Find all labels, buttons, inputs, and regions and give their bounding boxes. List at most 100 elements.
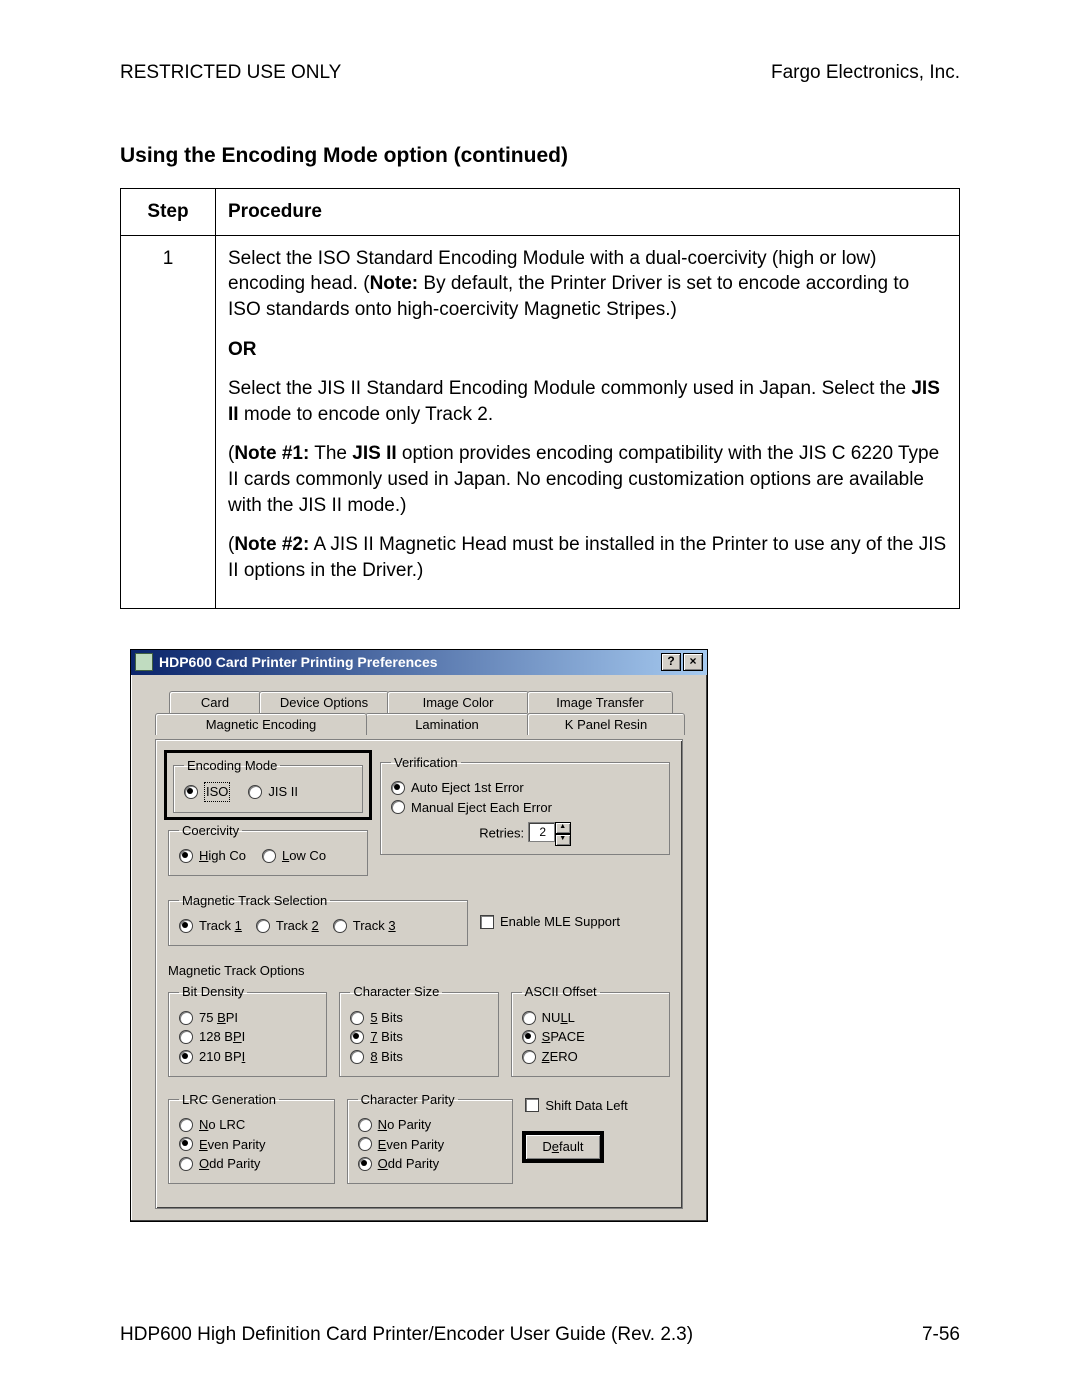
label: ERO	[550, 1049, 578, 1064]
radio-manual-eject[interactable]: Manual Eject Each Error	[391, 799, 659, 817]
label: PI	[226, 1010, 238, 1025]
checkbox-icon	[480, 915, 494, 929]
label-u: 2	[312, 918, 319, 933]
radio-dot-icon	[179, 1157, 193, 1171]
preferences-dialog: HDP600 Card Printer Printing Preferences…	[130, 649, 708, 1222]
radio-dot-icon	[179, 1050, 193, 1064]
label: L	[568, 1010, 575, 1025]
radio-track1[interactable]: Track 1	[179, 917, 242, 935]
default-button[interactable]: Default	[525, 1134, 600, 1160]
label: o LRC	[208, 1117, 245, 1132]
radio-210bpi[interactable]: 210 BPI	[179, 1048, 316, 1066]
radio-dot-icon	[358, 1157, 372, 1171]
radio-auto-eject[interactable]: Auto Eject 1st Error	[391, 779, 659, 797]
char-parity-group: Character Parity No Parity Even Parity O…	[347, 1091, 514, 1184]
radio-iso[interactable]: ISO	[184, 782, 230, 802]
radio-high-co[interactable]: High Co	[179, 847, 246, 865]
radio-dot-icon	[522, 1030, 536, 1044]
close-button[interactable]: ×	[683, 653, 703, 671]
encoding-mode-group: Encoding Mode ISO JIS II	[173, 757, 363, 813]
lrc-legend: LRC Generation	[179, 1091, 279, 1109]
verification-group: Verification Auto Eject 1st Error Manual…	[380, 754, 670, 856]
tab-lamination[interactable]: Lamination	[365, 713, 529, 736]
radio-zero[interactable]: ZERO	[522, 1048, 659, 1066]
header-left: RESTRICTED USE ONLY	[120, 60, 341, 86]
spin-down-icon[interactable]: ▼	[555, 834, 571, 846]
radio-lrc-odd[interactable]: Odd Parity	[179, 1155, 324, 1173]
ascii-offset-group: ASCII Offset NULL SPACE ZERO	[511, 983, 670, 1076]
track-selection-legend: Magnetic Track Selection	[179, 892, 330, 910]
radio-track2[interactable]: Track 2	[256, 917, 319, 935]
radio-no-lrc[interactable]: No LRC	[179, 1116, 324, 1134]
section-title: Using the Encoding Mode option (continue…	[120, 142, 960, 170]
tab-image-color[interactable]: Image Color	[387, 691, 529, 714]
footer-left: HDP600 High Definition Card Printer/Enco…	[120, 1322, 693, 1348]
retries-label: Retries:	[479, 826, 524, 841]
proc-text: Select the JIS II Standard Encoding Modu…	[228, 378, 911, 399]
label: ven Parity	[386, 1137, 444, 1152]
label: I	[242, 1029, 246, 1044]
coercivity-group: Coercivity High Co Low Co	[168, 822, 368, 876]
radio-dot-icon	[248, 785, 262, 799]
radio-lrc-even[interactable]: Even Parity	[179, 1136, 324, 1154]
radio-7bits[interactable]: 7 Bits	[350, 1028, 487, 1046]
label: D	[542, 1139, 551, 1154]
label-u: B	[217, 1010, 226, 1025]
label-u: I	[242, 1049, 246, 1064]
help-button[interactable]: ?	[661, 653, 681, 671]
label-u: 8	[370, 1049, 377, 1064]
radio-space[interactable]: SPACE	[522, 1028, 659, 1046]
radio-dot-icon	[179, 919, 193, 933]
label-u: O	[378, 1156, 388, 1171]
label: ow Co	[289, 848, 326, 863]
radio-odd-parity[interactable]: Odd Parity	[358, 1155, 503, 1173]
app-icon	[135, 653, 153, 671]
radio-track3[interactable]: Track 3	[333, 917, 396, 935]
label: fault	[559, 1139, 584, 1154]
magnetic-encoding-panel: Encoding Mode ISO JIS II	[155, 739, 683, 1209]
radio-no-parity[interactable]: No Parity	[358, 1116, 503, 1134]
label: NU	[542, 1010, 561, 1025]
radio-dot-icon	[391, 781, 405, 795]
verification-legend: Verification	[391, 754, 461, 772]
label: Track	[353, 918, 389, 933]
encoding-mode-highlight: Encoding Mode ISO JIS II	[164, 750, 372, 820]
header-right: Fargo Electronics, Inc.	[771, 60, 960, 86]
radio-dot-icon	[256, 919, 270, 933]
checkbox-shift-data-left[interactable]: Shift Data Left	[525, 1097, 670, 1115]
label: ven Parity	[208, 1137, 266, 1152]
spin-up-icon[interactable]: ▲	[555, 822, 571, 834]
radio-even-parity[interactable]: Even Parity	[358, 1136, 503, 1154]
radio-dot-icon	[179, 1030, 193, 1044]
checkbox-enable-mle[interactable]: Enable MLE Support	[480, 913, 620, 931]
radio-5bits[interactable]: 5 Bits	[350, 1009, 487, 1027]
retries-input[interactable]: 2	[528, 822, 555, 842]
step-number: 1	[121, 235, 216, 608]
tab-device-options[interactable]: Device Options	[259, 691, 389, 714]
label-u: e	[552, 1139, 559, 1154]
label-u: P	[233, 1029, 242, 1044]
radio-8bits[interactable]: 8 Bits	[350, 1048, 487, 1066]
radio-null[interactable]: NULL	[522, 1009, 659, 1027]
tab-strip: Card Device Options Image Color Image Tr…	[155, 691, 683, 739]
radio-dot-icon	[179, 1137, 193, 1151]
label-u: E	[199, 1137, 208, 1152]
radio-low-co[interactable]: Low Co	[262, 847, 326, 865]
label: Shift Data Left	[545, 1097, 627, 1115]
procedure-cell: Select the ISO Standard Encoding Module …	[216, 235, 960, 608]
label: dd Parity	[209, 1156, 260, 1171]
label-u: L	[560, 1010, 567, 1025]
tab-card[interactable]: Card	[169, 691, 261, 714]
radio-128bpi[interactable]: 128 BPI	[179, 1028, 316, 1046]
radio-75bpi[interactable]: 75 BPI	[179, 1009, 316, 1027]
radio-dot-icon	[391, 800, 405, 814]
procedure-table: Step Procedure 1 Select the ISO Standard…	[120, 188, 960, 609]
tab-k-panel-resin[interactable]: K Panel Resin	[527, 713, 685, 736]
coercivity-legend: Coercivity	[179, 822, 242, 840]
tab-image-transfer[interactable]: Image Transfer	[527, 691, 673, 714]
radio-jis[interactable]: JIS II	[248, 782, 298, 802]
label: PACE	[550, 1029, 584, 1044]
encoding-mode-legend: Encoding Mode	[184, 757, 280, 775]
label-u: H	[199, 848, 208, 863]
tab-magnetic-encoding[interactable]: Magnetic Encoding	[155, 713, 367, 736]
